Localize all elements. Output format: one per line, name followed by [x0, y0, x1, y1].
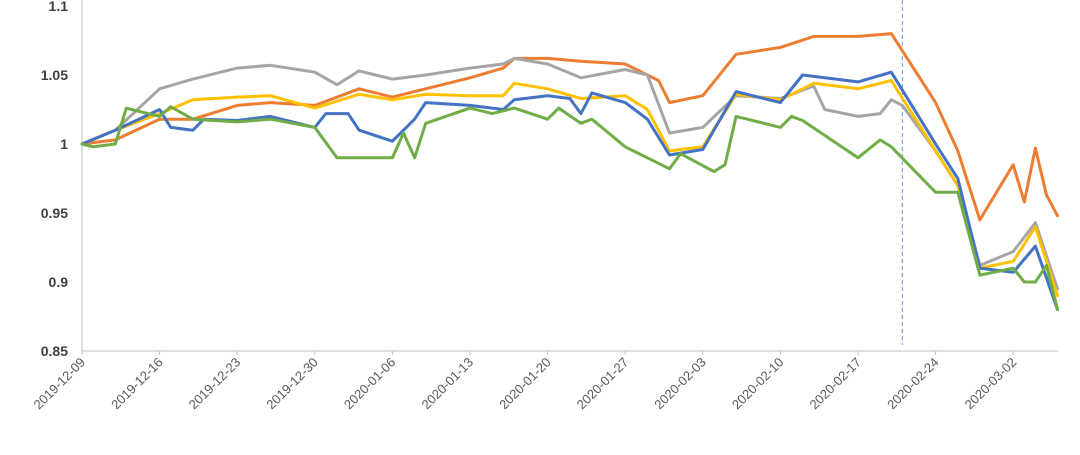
series-line-3 [80, 79, 1059, 298]
y-tick-label: 1 [60, 136, 68, 152]
x-tick-label: 2020-01-27 [574, 355, 632, 413]
y-tick-label: 1.05 [41, 67, 68, 83]
series-group [80, 32, 1059, 312]
y-tick-label: 0.9 [49, 274, 69, 290]
series-line-1 [80, 32, 1059, 222]
axes-group [81, 0, 1058, 355]
x-tick-label: 2020-02-24 [884, 355, 942, 413]
series-line-2 [80, 56, 1059, 291]
y-tick-label: 0.95 [41, 205, 68, 221]
x-tick-label: 2019-12-23 [186, 355, 244, 413]
series-line-5 [80, 105, 1059, 312]
x-tick-label: 2020-02-03 [651, 355, 709, 413]
x-tick-label: 2019-12-30 [263, 355, 321, 413]
x-tick-label: 2020-01-13 [418, 355, 476, 413]
x-tick-label: 2019-12-16 [108, 355, 166, 413]
y-tick-label: 0.85 [41, 343, 68, 359]
x-tick-label: 2020-02-10 [729, 355, 787, 413]
y-tick-label: 1.1 [49, 0, 69, 14]
x-tick-label: 2020-02-17 [806, 355, 864, 413]
x-tick-label: 2020-01-06 [341, 355, 399, 413]
x-tick-label: 2019-12-09 [30, 355, 88, 413]
y-tick-labels: 1.1 1.05 1 0.95 0.9 0.85 [41, 0, 68, 359]
x-tick-labels: 2019-12-09 2019-12-16 2019-12-23 2019-12-30… [30, 355, 1019, 413]
x-tick-label: 2020-01-20 [496, 355, 554, 413]
x-tick-label: 2020-03-02 [962, 355, 1020, 413]
